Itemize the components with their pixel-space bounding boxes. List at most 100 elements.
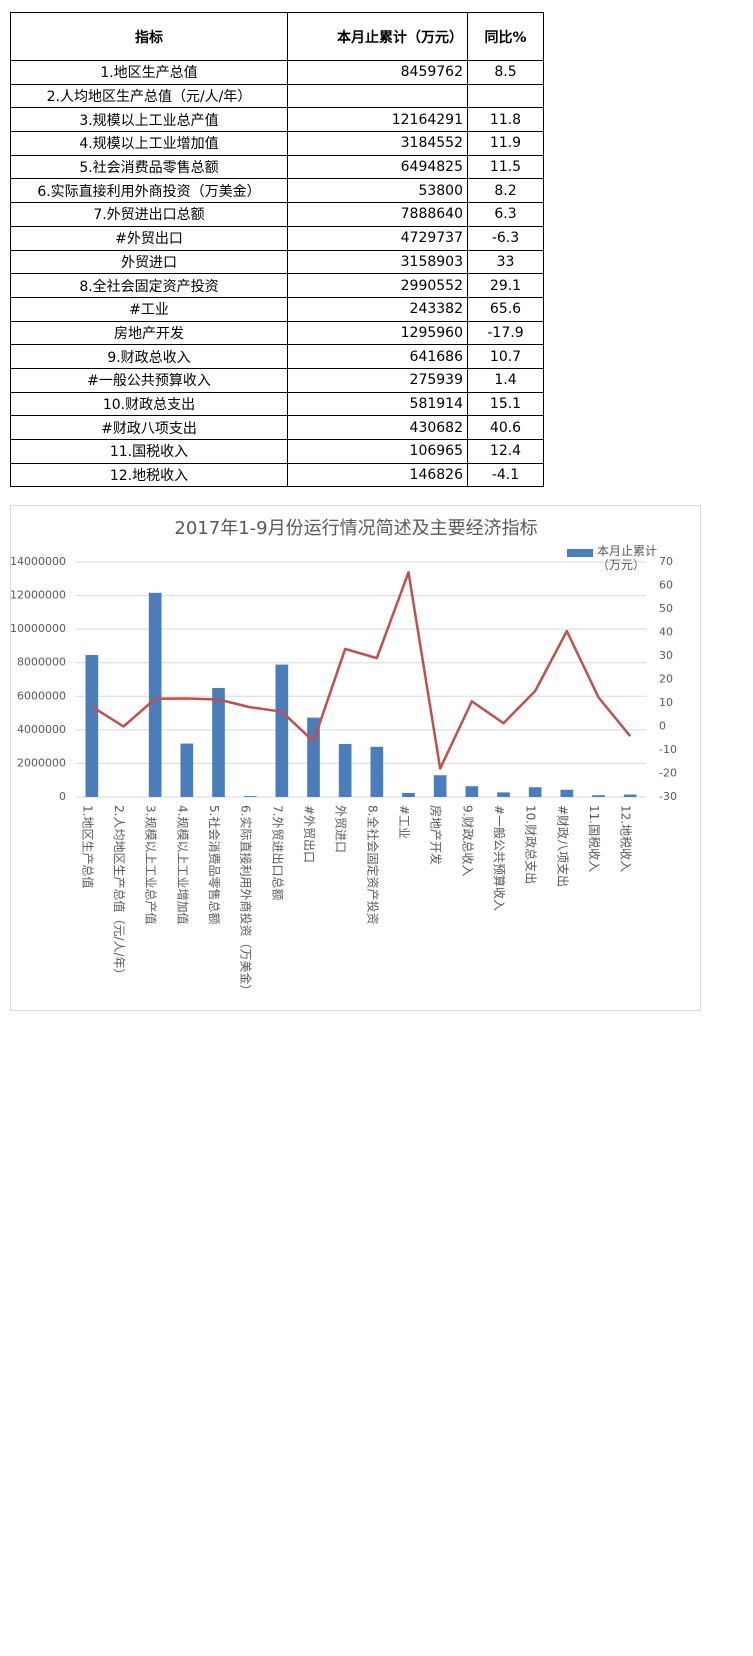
- legend-swatch: [567, 549, 593, 557]
- x-tick-label: 7.外贸进出口总额: [270, 805, 284, 900]
- y2-tick-label: 50: [659, 602, 673, 615]
- bar: [623, 794, 637, 797]
- y-tick-label: 14000000: [11, 555, 66, 568]
- table-row: #一般公共预算收入 275939 1.4: [10, 367, 544, 393]
- table-row: #财政八项支出 430682 40.6: [10, 415, 544, 440]
- x-tick-label: 1.地区生产总值: [80, 805, 95, 888]
- table-cell: #工业: [10, 296, 288, 322]
- table-cell: 1295960: [287, 320, 468, 346]
- table-row: 11.国税收入 106965 12.4: [10, 439, 544, 464]
- table-cell: 4729737: [287, 225, 468, 251]
- bar: [592, 795, 605, 797]
- table-cell: 12.地税收入: [10, 462, 288, 488]
- table-cell: 9.财政总收入: [10, 344, 288, 369]
- x-tick-label: 外贸进口: [334, 805, 348, 853]
- y2-tick-label: 40: [659, 626, 673, 639]
- table-cell: -6.3: [467, 225, 544, 251]
- bar: [243, 796, 257, 797]
- x-tick-label: 11.国税收入: [587, 805, 601, 872]
- table-cell: 1.4: [467, 367, 544, 393]
- bar: [338, 743, 352, 797]
- bar: [370, 746, 384, 797]
- table-cell: 1.地区生产总值: [10, 60, 288, 85]
- x-tick-label: #外贸出口: [302, 805, 316, 863]
- x-tick-label: 6.实际直接利用外商投资（万美金）: [239, 805, 254, 996]
- bar: [402, 792, 415, 797]
- header-cell: 同比%: [467, 12, 544, 61]
- table-cell: -4.1: [467, 462, 544, 488]
- table-row: 9.财政总收入 641686 10.7: [10, 344, 544, 369]
- bar: [180, 743, 194, 797]
- y-tick-label: 10000000: [11, 622, 66, 635]
- table-cell: #一般公共预算收入: [10, 367, 288, 393]
- table-cell: 11.国税收入: [10, 439, 288, 464]
- table-cell: 106965: [287, 439, 468, 464]
- table-row: 10.财政总支出 581914 15.1: [10, 391, 544, 417]
- table-cell: 275939: [287, 367, 468, 393]
- x-tick-label: 4.规模以上工业增加值: [175, 805, 190, 924]
- bar: [528, 787, 542, 797]
- y2-tick-label: 20: [659, 673, 673, 686]
- table-row: 6.实际直接利用外商投资（万美金） 53800 8.2: [10, 178, 544, 204]
- bar: [275, 664, 289, 797]
- table-row: 外贸进口 3158903 33: [10, 249, 544, 275]
- table-row: #工业 243382 65.6: [10, 296, 544, 322]
- table-cell: [467, 83, 544, 109]
- table-cell: [287, 83, 468, 109]
- table-cell: 8459762: [287, 60, 468, 85]
- table-row: 2.人均地区生产总值（元/人/年）: [10, 83, 544, 109]
- table-cell: 8.2: [467, 178, 544, 204]
- bar: [433, 775, 447, 797]
- table-row: 7.外贸进出口总额 7888640 6.3: [10, 202, 544, 227]
- y2-tick-label: 70: [659, 555, 673, 568]
- table-row: 8.全社会固定资产投资 2990552 29.1: [10, 273, 544, 298]
- y-tick-label: 2000000: [17, 756, 66, 769]
- bar: [560, 789, 574, 797]
- table-cell: 581914: [287, 391, 468, 417]
- table-cell: 146826: [287, 462, 468, 488]
- x-tick-label: 5.社会消费品零售总额: [207, 805, 222, 924]
- chart: 2017年1-9月份运行情况简述及主要经济指标 0 2000000 4000000 6…: [10, 518, 677, 996]
- table-cell: #外贸出口: [10, 225, 288, 251]
- table-cell: 641686: [287, 344, 468, 369]
- table-cell: 10.7: [467, 344, 544, 369]
- table-cell: 40.6: [467, 415, 544, 440]
- table-cell: 65.6: [467, 296, 544, 322]
- y2-tick-label: 30: [659, 649, 673, 662]
- table-cell: 243382: [287, 296, 468, 322]
- table-cell: 8.5: [467, 60, 544, 85]
- table-cell: 6.3: [467, 202, 544, 227]
- table-cell: 房地产开发: [10, 320, 288, 346]
- x-tick-label: #财政八项支出: [555, 805, 569, 887]
- data-table: 指标 本月止累计（万元） 同比% 1.地区生产总值 8459762 8.5 2.人均地区生产…: [10, 12, 544, 488]
- bar: [465, 786, 479, 797]
- table-cell: 12164291: [287, 107, 468, 133]
- table-cell: 11.9: [467, 131, 544, 156]
- table-row: 1.地区生产总值 8459762 8.5: [10, 60, 544, 85]
- table-cell: 3.规模以上工业总产值: [10, 107, 288, 133]
- x-tick-label: #工业: [397, 805, 411, 839]
- header-cell: 指标: [10, 12, 288, 61]
- x-tick-label: 8.全社会固定资产投资: [365, 805, 380, 924]
- table-cell: 8.全社会固定资产投资: [10, 273, 288, 298]
- table-row: 12.地税收入 146826 -4.1: [10, 462, 544, 488]
- table-cell: 2990552: [287, 273, 468, 298]
- x-tick-label: 12.地税收入: [619, 805, 633, 872]
- table-cell: 29.1: [467, 273, 544, 298]
- bar: [497, 792, 510, 797]
- bar: [148, 592, 162, 797]
- table-cell: 33: [467, 249, 544, 275]
- table-row: 5.社会消费品零售总额 6494825 11.5: [10, 154, 544, 180]
- y2-tick-label: -20: [659, 767, 677, 780]
- table-row: #外贸出口 4729737 -6.3: [10, 225, 544, 251]
- y-tick-label: 6000000: [17, 689, 66, 702]
- table-row: 4.规模以上工业增加值 3184552 11.9: [10, 131, 544, 156]
- x-tick-label: 3.规模以上工业总产值: [144, 805, 159, 924]
- table-cell: 15.1: [467, 391, 544, 417]
- table-cell: 4.规模以上工业增加值: [10, 131, 288, 156]
- y2-tick-label: 0: [659, 720, 666, 733]
- y2-tick-label: 10: [659, 696, 673, 709]
- bar: [212, 687, 225, 797]
- table-row: 3.规模以上工业总产值 12164291 11.8: [10, 107, 544, 133]
